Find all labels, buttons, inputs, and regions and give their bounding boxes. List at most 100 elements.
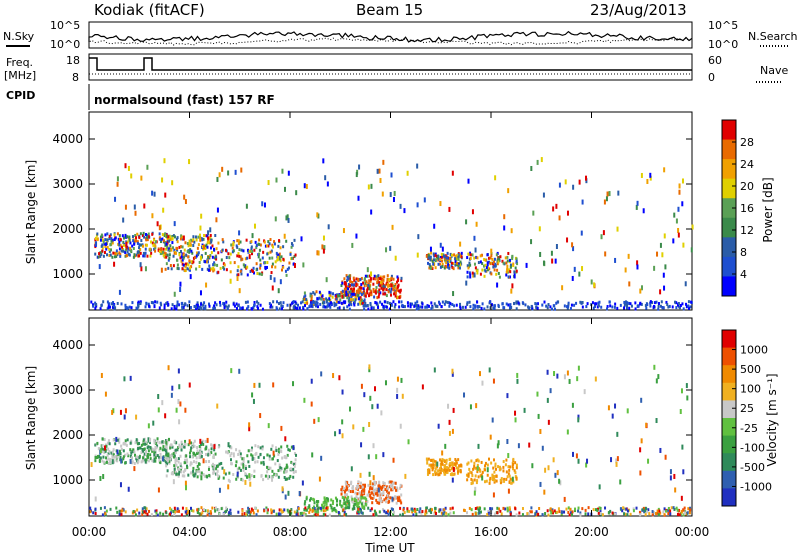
echo-point [374,512,377,516]
echo-point [252,511,255,515]
echo-point [153,450,156,454]
echo-point [284,436,287,442]
echo-point [424,305,427,309]
echo-point [127,165,130,171]
echo-point [208,466,211,470]
echo-point [301,480,304,486]
echo-point [678,305,681,309]
echo-point [185,485,188,491]
echo-point [508,268,511,272]
echo-point [439,258,442,262]
echo-point [274,265,277,269]
echo-point [379,275,382,279]
echo-point [157,394,160,400]
echo-point [459,306,462,310]
echo-point [389,480,392,484]
y-tick-label: 2000 [52,428,83,442]
echo-point [351,497,354,501]
echo-point [346,285,349,289]
echo-point [416,508,419,512]
echo-point [229,508,232,512]
echo-point [163,306,166,310]
echo-point [206,509,209,513]
echo-point [222,240,225,244]
echo-point [302,262,305,268]
echo-point [208,459,211,463]
echo-point [626,301,629,305]
echo-point [126,452,129,456]
echo-point [286,508,289,512]
echo-point [119,409,122,415]
echo-point [616,306,619,310]
echo-point [381,302,384,306]
echo-point [415,512,418,516]
echo-point [573,303,576,307]
echo-point [139,262,142,268]
echo-point [615,458,618,464]
echo-point [160,240,163,244]
echo-point [109,243,112,247]
echo-point [153,247,156,251]
echo-point [339,499,342,503]
echo-point [368,367,371,373]
echo-point [682,469,685,475]
echo-point [366,274,369,278]
echo-point [385,247,388,253]
echo-point [382,292,385,296]
echo-point [205,282,208,288]
echo-point [559,480,562,486]
echo-point [383,300,386,304]
echo-point [476,305,479,309]
echo-point [221,166,224,172]
echo-point [680,388,683,394]
echo-point [379,284,382,288]
echo-point [140,175,143,181]
echo-point [183,194,186,200]
echo-point [540,157,543,163]
echo-point [122,236,125,240]
colorbar-segment [722,435,736,454]
echo-point [236,254,239,258]
echo-point [296,512,299,516]
echo-point [547,303,550,307]
echo-point [196,301,199,305]
echo-point [362,487,365,491]
echo-point [469,470,472,474]
echo-point [138,246,141,250]
echo-point [493,480,496,484]
echo-point [452,473,455,477]
echo-point [357,288,360,292]
echo-point [370,507,373,511]
echo-point [349,283,352,287]
echo-point [493,306,496,310]
echo-point [263,240,266,244]
echo-point [367,284,370,288]
echo-point [172,234,175,238]
echo-point [571,513,574,517]
echo-point [195,460,198,464]
echo-point [173,471,176,475]
nsearch-tick-top: 10^5 [708,19,738,32]
echo-point [200,254,203,258]
echo-point [438,302,441,306]
echo-point [225,506,228,510]
echo-point [587,506,590,510]
echo-point [481,262,484,266]
echo-point [214,301,217,305]
echo-point [238,466,241,470]
echo-point [386,277,389,281]
echo-point [346,305,349,309]
echo-point [172,264,175,268]
echo-point [180,255,183,259]
echo-point [116,438,119,442]
echo-point [141,234,144,238]
echo-point [102,300,105,304]
echo-point [213,307,216,311]
echo-point [280,255,283,259]
echo-point [147,449,150,453]
echo-point [191,455,194,459]
echo-point [597,301,600,305]
echo-point [586,458,589,464]
echo-point [166,237,169,241]
echo-point [469,404,472,410]
